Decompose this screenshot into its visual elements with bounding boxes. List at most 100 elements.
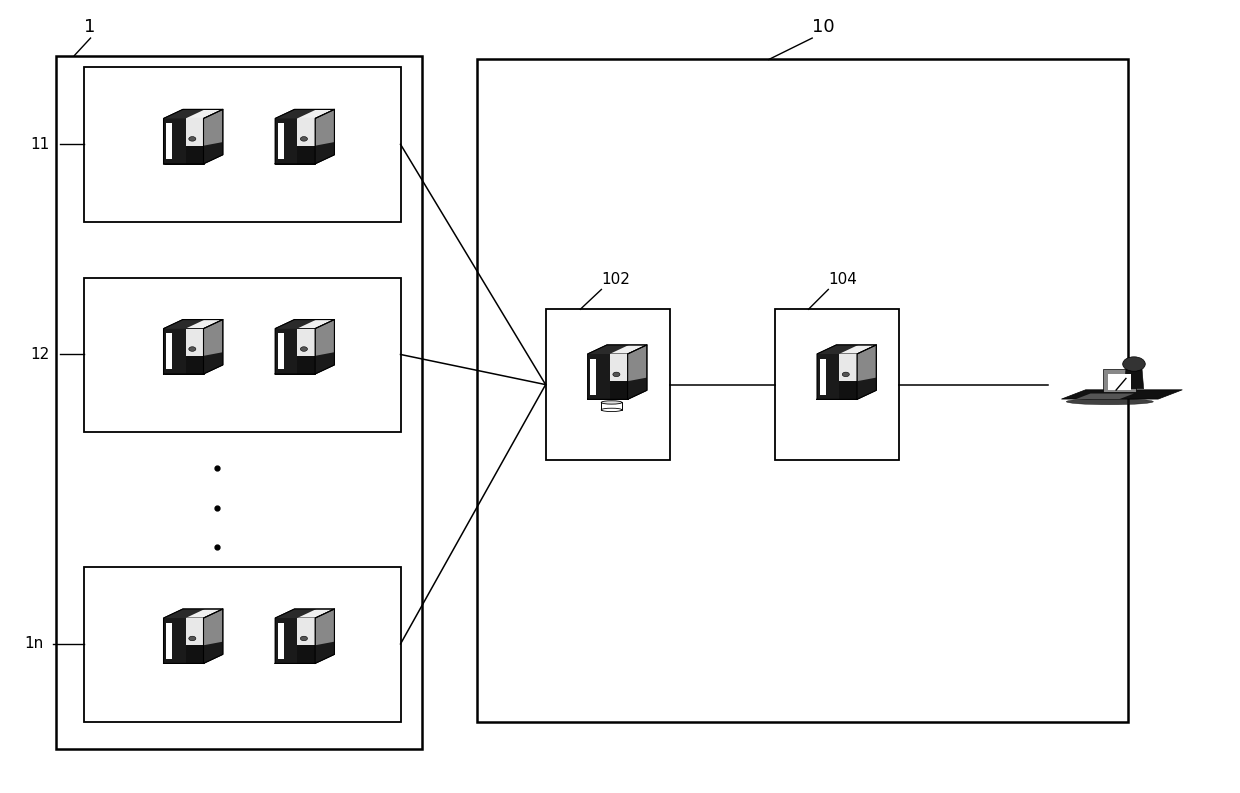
Polygon shape [315,320,335,374]
Text: 104: 104 [828,272,857,287]
Polygon shape [164,328,186,374]
Bar [1102,370,1136,393]
Circle shape [300,636,308,641]
Text: 10: 10 [812,17,835,36]
Polygon shape [588,345,629,354]
Polygon shape [820,358,826,395]
Polygon shape [857,345,877,400]
Text: 12: 12 [30,347,50,362]
Circle shape [842,372,849,377]
Bar [601,403,622,410]
Polygon shape [186,118,203,146]
Polygon shape [275,320,335,328]
Polygon shape [166,123,172,159]
Polygon shape [1076,393,1133,399]
Polygon shape [275,109,335,118]
Polygon shape [275,109,316,118]
Polygon shape [315,642,335,664]
Ellipse shape [1066,399,1153,404]
Polygon shape [164,618,203,664]
Polygon shape [164,118,186,164]
Polygon shape [164,618,186,664]
Polygon shape [315,142,335,164]
Polygon shape [203,142,223,164]
Polygon shape [275,618,298,664]
Polygon shape [164,609,223,618]
Polygon shape [166,623,172,659]
Polygon shape [610,354,627,381]
Polygon shape [857,377,877,400]
Polygon shape [275,320,316,328]
Polygon shape [275,328,315,374]
Text: 11: 11 [30,137,50,151]
Polygon shape [164,328,203,374]
Polygon shape [298,328,315,356]
Circle shape [188,136,196,141]
Bar [546,309,670,460]
Bar [775,309,899,460]
Text: 1: 1 [84,17,95,36]
Polygon shape [298,146,315,164]
Ellipse shape [601,408,622,412]
Polygon shape [164,109,205,118]
Text: 102: 102 [601,272,630,287]
Polygon shape [839,354,857,381]
Polygon shape [203,352,223,374]
Polygon shape [1125,370,1143,389]
Polygon shape [298,118,315,146]
Polygon shape [186,328,203,356]
Polygon shape [817,345,858,354]
Polygon shape [186,618,203,646]
Polygon shape [315,352,335,374]
Polygon shape [275,618,315,664]
Polygon shape [298,646,315,664]
Circle shape [300,347,308,351]
Polygon shape [203,642,223,664]
Bar [84,67,401,222]
Polygon shape [164,109,223,118]
Bar [84,278,401,432]
Polygon shape [817,354,839,400]
Polygon shape [275,328,298,374]
Circle shape [1122,357,1146,371]
Polygon shape [278,123,284,159]
Bar [1107,374,1131,390]
Polygon shape [817,345,877,354]
Text: 1n: 1n [24,637,43,651]
Polygon shape [315,609,335,664]
Ellipse shape [601,400,622,404]
Polygon shape [278,333,284,370]
Polygon shape [186,356,203,374]
Polygon shape [1061,390,1182,399]
Polygon shape [588,354,610,400]
Polygon shape [203,320,223,374]
Polygon shape [315,109,335,164]
Polygon shape [588,354,627,400]
Polygon shape [817,354,857,400]
Circle shape [188,347,196,351]
Polygon shape [186,146,203,164]
Polygon shape [588,345,647,354]
Polygon shape [275,118,315,164]
Circle shape [300,136,308,141]
Polygon shape [164,118,203,164]
Bar [56,56,422,749]
Polygon shape [298,356,315,374]
Polygon shape [627,345,647,400]
Polygon shape [166,333,172,370]
Polygon shape [627,377,647,400]
Polygon shape [610,381,627,400]
Polygon shape [203,109,223,164]
Polygon shape [275,609,335,618]
Polygon shape [590,358,596,395]
Polygon shape [278,623,284,659]
Circle shape [188,636,196,641]
Polygon shape [275,609,316,618]
Bar [84,567,401,722]
Polygon shape [839,381,857,400]
Polygon shape [164,609,205,618]
Circle shape [613,372,620,377]
Polygon shape [203,609,223,664]
Polygon shape [186,646,203,664]
Polygon shape [164,320,205,328]
